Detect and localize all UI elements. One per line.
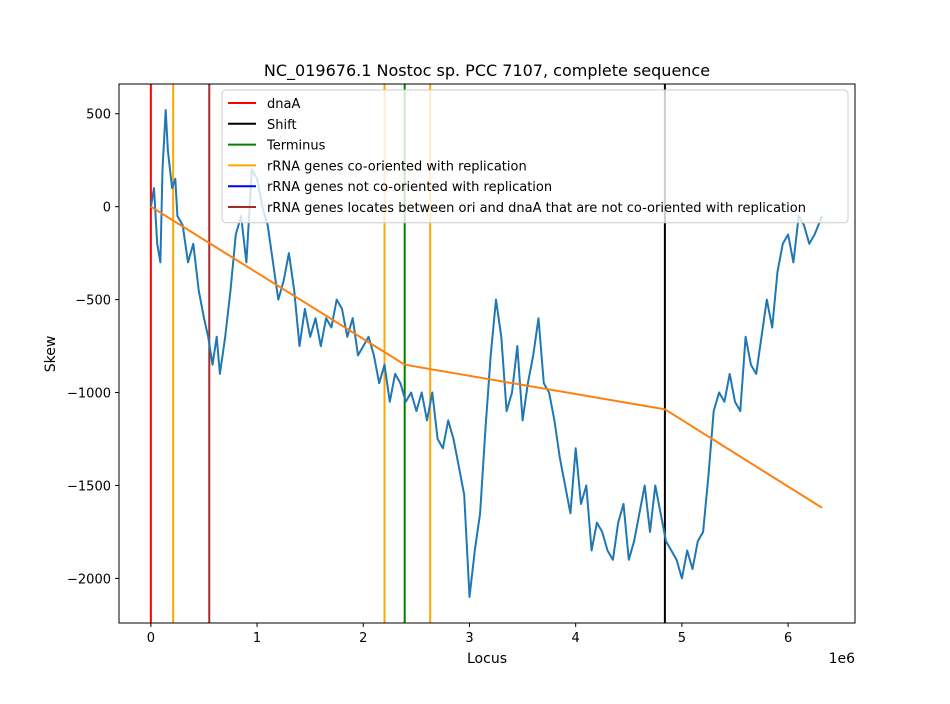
- y-tick-label-2: −1000: [67, 387, 111, 402]
- x-axis-label: Locus: [467, 651, 507, 667]
- y-tick-label-0: −2000: [67, 572, 111, 587]
- legend: dnaA Shift Terminus rRNA genes co-oriented …: [221, 89, 849, 224]
- legend-label-4: rRNA genes not co-oriented with replicat…: [267, 180, 552, 195]
- legend-label-1: Shift: [267, 118, 297, 133]
- x-tick-label-3: 3: [465, 631, 473, 646]
- x-tick-label-5: 5: [678, 631, 686, 646]
- y-tick-label-5: 500: [86, 108, 111, 123]
- x-tick-label-2: 2: [359, 631, 367, 646]
- plot-frame: [118, 83, 856, 624]
- legend-label-5: rRNA genes locates between ori and dnaA …: [267, 201, 806, 216]
- x-tick-label-1: 1: [253, 631, 261, 646]
- legend-box: [221, 89, 849, 224]
- y-tick-label-4: 0: [103, 201, 111, 216]
- legend-label-2: Terminus: [266, 139, 326, 154]
- y-axis: −2000 −1500 −1000 −500 0 500: [67, 108, 119, 587]
- chart-title: NC_019676.1 Nostoc sp. PCC 7107, complet…: [264, 61, 710, 81]
- y-axis-label: Skew: [43, 336, 59, 373]
- y-tick-label-1: −1500: [67, 479, 111, 494]
- legend-label-0: dnaA: [267, 97, 300, 112]
- x-tick-label-4: 4: [572, 631, 580, 646]
- y-tick-label-3: −500: [75, 294, 111, 309]
- x-tick-label-6: 6: [784, 631, 792, 646]
- x-axis-offset-label: 1e6: [829, 651, 856, 667]
- series-line-1: [150, 205, 823, 509]
- x-axis: 0 1 2 3 4 5 6: [147, 623, 792, 646]
- legend-label-3: rRNA genes co-oriented with replication: [267, 159, 527, 174]
- x-tick-label-0: 0: [147, 631, 155, 646]
